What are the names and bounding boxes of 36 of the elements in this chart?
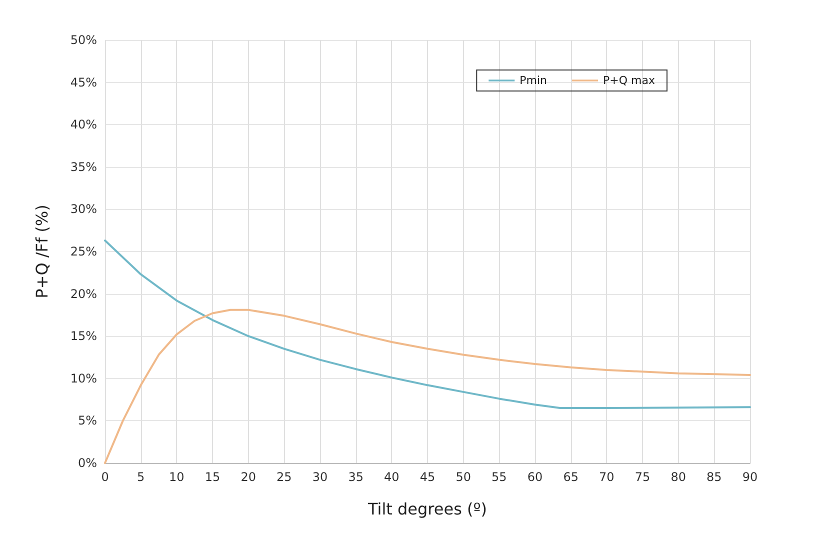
y-tick-label: 5% <box>78 414 97 428</box>
x-tick-label: 80 <box>670 470 686 484</box>
x-tick-label: 75 <box>634 470 650 484</box>
x-tick-label: 40 <box>384 470 400 484</box>
y-tick-label: 15% <box>70 329 97 344</box>
x-tick-label: 30 <box>312 470 328 484</box>
x-tick-label: 55 <box>492 470 507 484</box>
x-tick-label: 45 <box>420 470 436 484</box>
y-tick-label: 30% <box>70 202 97 216</box>
x-tick-label: 65 <box>563 470 578 484</box>
x-tick-label: 70 <box>599 470 614 484</box>
y-tick-label: 45% <box>70 75 97 90</box>
x-tick-label: 0 <box>101 470 109 484</box>
x-tick-label: 15 <box>204 470 220 484</box>
x-tick-label: 50 <box>456 470 471 484</box>
x-tick-label: 10 <box>169 470 184 484</box>
y-tick-label: 25% <box>70 244 97 258</box>
legend-label: Pmin <box>520 74 548 87</box>
legend-label: P+Q max <box>603 74 656 87</box>
line-series <box>104 308 751 464</box>
line-series <box>104 240 751 410</box>
y-tick-label: 20% <box>70 286 97 301</box>
x-tick-label: 25 <box>276 470 292 484</box>
y-tick-label: 40% <box>70 118 97 132</box>
x-tick-label: 60 <box>527 470 543 484</box>
x-tick-label: 35 <box>348 470 364 484</box>
x-tick-label: 5 <box>137 470 145 484</box>
x-tick-label: 20 <box>240 470 256 484</box>
y-axis-title: P+Q /Ff (%) <box>32 204 52 298</box>
x-tick-label: 85 <box>706 470 722 484</box>
x-tick-label: 90 <box>742 470 758 484</box>
x-axis-title: Tilt degrees (º) <box>366 500 488 518</box>
y-tick-label: 50% <box>70 33 97 47</box>
y-tick-label: 0% <box>78 456 97 470</box>
y-tick-label: 10% <box>70 371 97 386</box>
y-tick-label: 35% <box>70 160 97 174</box>
